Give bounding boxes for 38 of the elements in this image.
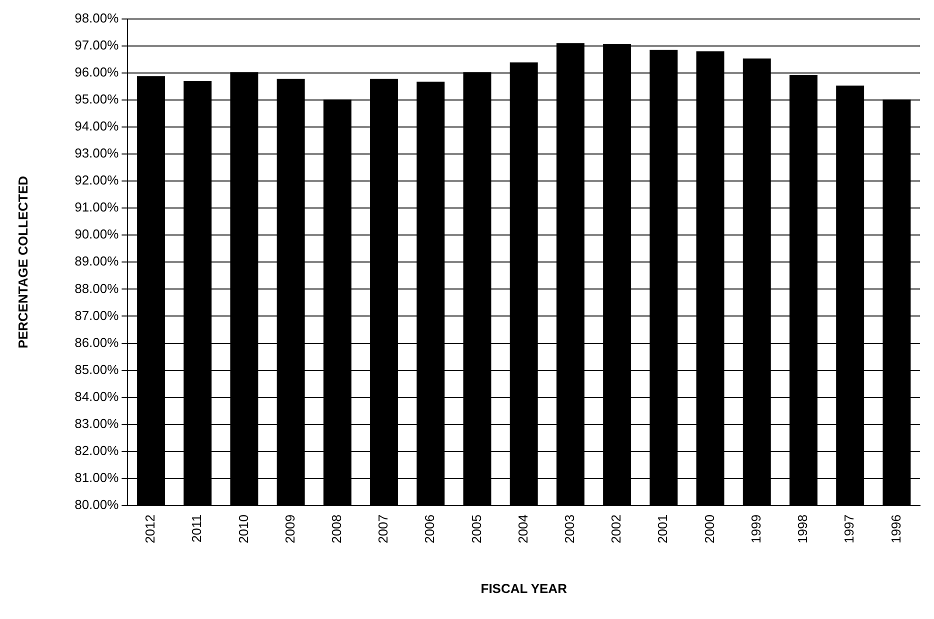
y-tick-label: 87.00% [74, 308, 120, 323]
x-tick-label: 2001 [655, 514, 670, 544]
x-tick-label: 2003 [562, 514, 578, 544]
y-tick-label: 85.00% [74, 362, 120, 377]
y-tick-label: 82.00% [74, 442, 120, 458]
y-tick-label: 84.00% [74, 388, 120, 404]
y-tick-label: 81.00% [74, 470, 120, 486]
x-tick-label: 2012 [142, 514, 158, 544]
x-tick-label: 2004 [515, 514, 530, 544]
x-tick-label: 2010 [236, 514, 251, 544]
y-tick-label: 90.00% [74, 226, 120, 242]
y-tick-label: 95.00% [74, 91, 120, 106]
y-tick-label: 89.00% [74, 254, 120, 269]
x-tick-label: 1997 [842, 514, 857, 544]
x-tick-label: 2002 [608, 514, 624, 544]
y-tick-label: 94.00% [74, 118, 120, 134]
x-tick-label: 2009 [282, 514, 298, 544]
x-tick-label: 2000 [702, 514, 717, 544]
y-axis-title: PERCENTAGE COLLECTED [15, 176, 30, 348]
x-tick-label: 2006 [422, 514, 438, 544]
y-tick-label: 80.00% [74, 497, 120, 512]
y-tick-label: 92.00% [74, 172, 120, 188]
y-tick-label: 93.00% [74, 146, 120, 161]
x-tick-label: 1998 [795, 514, 810, 544]
y-tick-label: 96.00% [74, 64, 120, 80]
x-tick-label: 1999 [748, 514, 764, 544]
y-tick-label: 86.00% [74, 334, 120, 350]
x-tick-label: 2005 [468, 514, 484, 544]
y-tick-label: 88.00% [74, 280, 120, 296]
x-tick-label: 2008 [329, 514, 344, 544]
y-tick-label: 97.00% [74, 37, 120, 52]
x-axis-title: FISCAL YEAR [480, 580, 568, 596]
x-tick-label: 1996 [888, 514, 904, 544]
x-tick-label: 2007 [376, 514, 391, 544]
y-tick-label: 83.00% [74, 416, 120, 431]
y-tick-label: 91.00% [74, 200, 120, 215]
x-tick-label: 2011 [189, 514, 204, 542]
y-tick-label: 98.00% [74, 10, 120, 26]
